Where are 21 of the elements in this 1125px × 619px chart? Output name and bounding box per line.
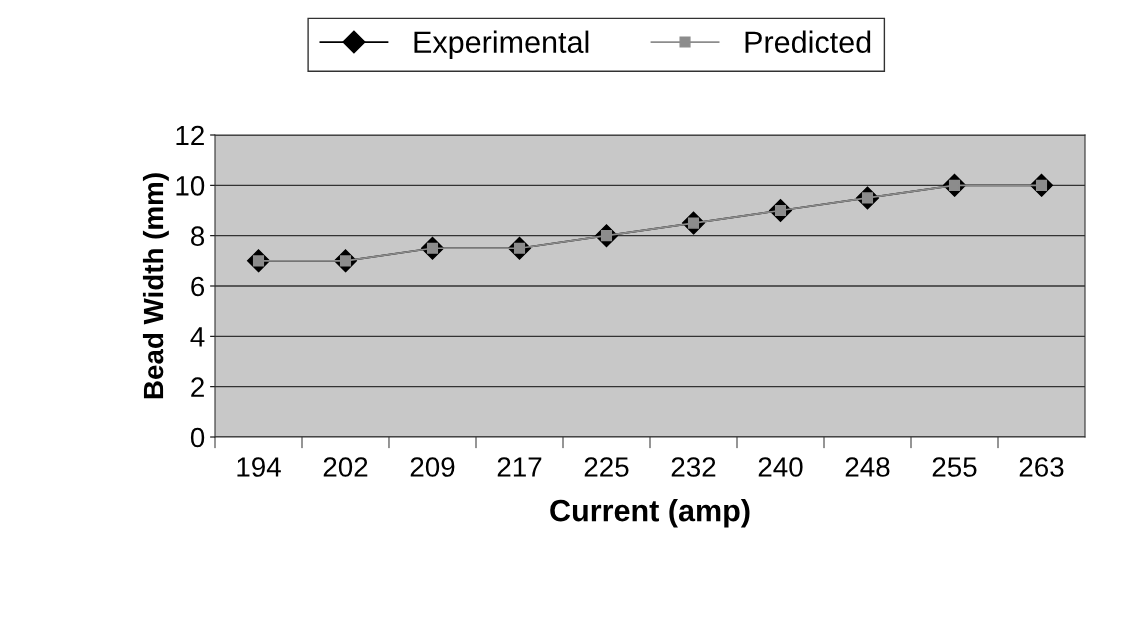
y-tick-label: 8	[191, 226, 205, 247]
y-axis-title: Bead Width (mm)	[142, 173, 169, 399]
x-tick-label: 232	[671, 457, 716, 477]
x-tick-label: 240	[758, 457, 803, 477]
x-tick-label: 202	[323, 457, 368, 477]
y-tick-label: 6	[191, 276, 205, 297]
legend-label: Experimental	[414, 30, 589, 60]
y-tick-label: 12	[176, 125, 204, 146]
x-tick-label: 225	[584, 457, 629, 477]
x-axis-title: Current (amp)	[550, 499, 750, 528]
legend-label: Predicted	[745, 30, 871, 54]
y-tick-label: 10	[176, 176, 205, 196]
y-tick-label: 0	[190, 427, 205, 448]
y-tick-label: 2	[191, 377, 204, 397]
x-tick-label: 209	[410, 457, 455, 477]
x-tick-label: 263	[1019, 457, 1064, 477]
x-tick-label: 194	[237, 457, 281, 477]
x-tick-label: 255	[932, 457, 977, 477]
y-tick-label: 4	[190, 327, 205, 347]
x-tick-label: 217	[497, 457, 542, 477]
x-tick-label: 248	[845, 457, 890, 477]
